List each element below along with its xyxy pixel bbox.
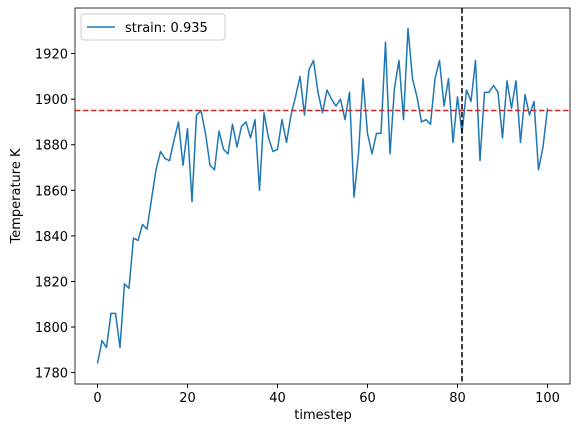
x-tick-label: 20: [179, 391, 196, 406]
x-axis-label: timestep: [294, 408, 352, 423]
x-tick-label: 60: [359, 391, 376, 406]
y-tick-label: 1820: [35, 275, 68, 290]
plot-frame: [74, 7, 571, 385]
y-tick-label: 1920: [35, 48, 68, 63]
y-tick-label: 1840: [35, 230, 68, 245]
y-tick-label: 1880: [35, 139, 68, 154]
y-axis-label: Temperature K: [9, 148, 24, 244]
y-tick-label: 1900: [35, 93, 68, 108]
legend-label: strain: 0.935: [125, 21, 208, 36]
x-tick-label: 40: [269, 391, 286, 406]
x-tick-label: 80: [449, 391, 466, 406]
y-tick-label: 1780: [35, 367, 68, 382]
y-tick-label: 1860: [35, 184, 68, 199]
x-tick-label: 100: [535, 391, 560, 406]
y-tick-label: 1800: [35, 321, 68, 336]
legend-box: [80, 13, 226, 41]
data-line: [96, 27, 549, 364]
x-tick-label: 0: [93, 391, 101, 406]
